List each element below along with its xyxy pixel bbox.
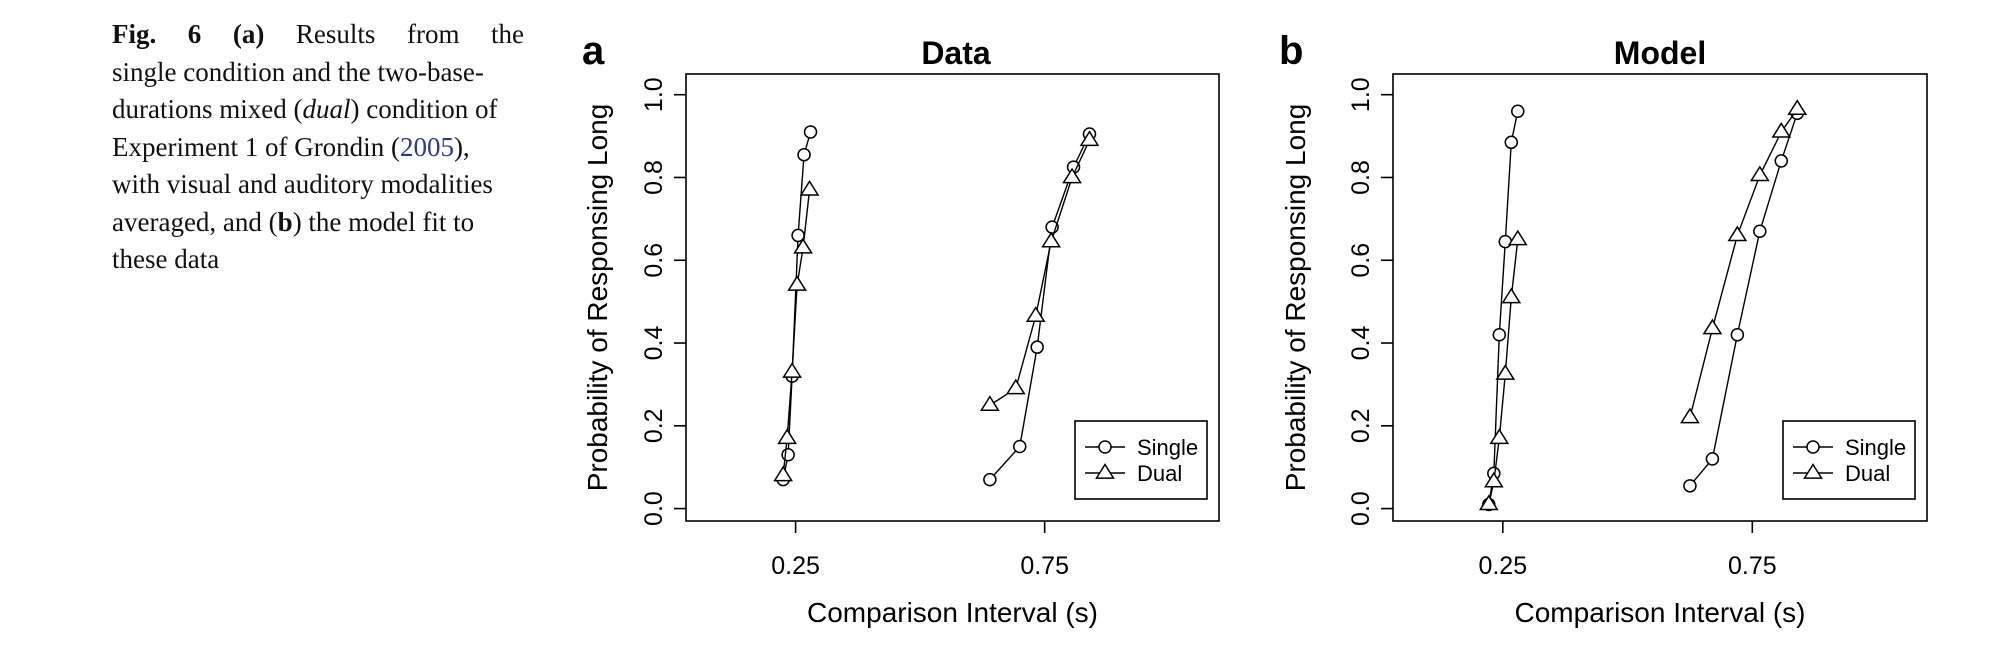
y-axis-label: Probability of Responsing Long [582,104,613,492]
data-point-single [1012,439,1027,454]
y-tick-label: 0.8 [640,160,668,195]
data-point-single [1730,328,1745,342]
data-point-dual [1749,165,1770,182]
legend-marker-single [1098,440,1112,454]
legend-marker-dual [1095,463,1115,479]
data-point-dual [782,362,802,378]
data-point-single [1030,340,1044,354]
y-tick-label: 0.0 [1347,491,1375,526]
caption-text-4: ), with visual and auditory modalities a… [112,131,493,237]
data-point-dual [1005,378,1026,395]
data-point-single [803,125,818,139]
data-point-dual [1025,306,1046,322]
data-point-single [983,472,997,487]
data-point-dual [1478,494,1499,511]
chart-panel-b [1381,73,1928,533]
data-point-dual [1727,225,1748,242]
x-tick-label: 0.75 [1020,552,1069,580]
legend-label-single: Single [1845,435,1906,460]
x-tick-label: 0.25 [1478,552,1527,580]
caption-fig-label: Fig. 6 [112,19,202,49]
y-tick-label: 1.0 [640,77,668,112]
series-line-single [1689,113,1798,487]
series-line-single [1488,111,1519,505]
caption-text-1: Results from the [295,19,525,49]
data-point-single [797,147,811,162]
data-point-single [1511,104,1525,118]
y-tick-label: 0.8 [1347,160,1375,195]
legend-label-dual: Dual [1137,461,1182,486]
legend-marker-dual [1803,463,1823,479]
caption-reference-link[interactable]: 2005 [399,131,454,162]
y-tick-label: 0.2 [640,408,668,443]
legend-box [1074,420,1208,500]
legend-box [1782,420,1916,500]
data-point-dual [1495,364,1516,380]
data-point-dual [799,179,820,196]
legend-marker-single [1806,440,1820,454]
legend-label-single: Single [1137,435,1198,460]
data-point-dual [1787,99,1808,116]
data-point-single [1504,135,1519,150]
chart-panel-a [674,73,1220,533]
caption-text-5: ) the model fit to these data [112,206,475,275]
panel-label: b [1279,29,1303,73]
data-point-dual [777,428,797,445]
y-tick-label: 1.0 [1347,77,1375,112]
y-tick-label: 0.4 [1347,326,1375,361]
y-tick-label: 0.2 [1347,408,1375,443]
series-line-dual [782,189,811,476]
y-tick-label: 0.6 [1347,243,1375,278]
data-point-dual [1483,471,1504,488]
caption-text-2: single condition and the two-base-durati… [112,56,484,125]
x-tick-label: 0.75 [1728,552,1777,580]
data-point-dual [1079,130,1100,147]
data-point-dual [793,237,813,254]
caption-part-b: b [277,206,293,237]
plot-frame [685,73,1220,522]
plot-frame [1392,73,1928,522]
data-point-dual [980,395,1000,411]
data-point-dual [773,465,793,482]
chart-title: Model [1614,35,1706,71]
data-point-single [1683,479,1697,493]
data-point-dual [1507,229,1528,246]
x-axis-label: Comparison Interval (s) [807,597,1098,628]
legend-label-dual: Dual [1845,461,1890,486]
data-point-dual [1489,428,1510,445]
y-tick-label: 0.4 [640,326,668,361]
data-point-dual [1702,318,1723,335]
data-point-single [1753,224,1767,239]
x-tick-label: 0.25 [771,552,820,580]
y-tick-label: 0.6 [640,243,668,278]
caption-part-a: (a) [232,19,265,49]
data-point-dual [1771,122,1792,138]
data-point-single [1774,154,1789,168]
x-axis-label: Comparison Interval (s) [1515,597,1806,628]
caption-dual: dual [302,94,351,124]
chart-title: Data [921,35,991,71]
panel-label: a [582,29,605,73]
data-point-dual [1680,407,1700,424]
data-point-dual [1041,231,1061,248]
data-point-single [1498,234,1513,249]
caption-text-3: ) condition of Experiment 1 of Grondin ( [112,94,498,162]
figure-caption: Fig. 6 (a) Results from the single condi… [112,16,524,279]
y-axis-label: Probability of Responsing Long [1280,104,1311,492]
data-point-dual [1062,167,1082,184]
y-tick-label: 0.0 [640,491,668,526]
data-point-single [781,448,795,462]
data-point-single [1492,328,1507,342]
data-point-dual [1501,287,1522,304]
data-point-single [1705,452,1720,466]
data-point-dual [787,275,807,291]
